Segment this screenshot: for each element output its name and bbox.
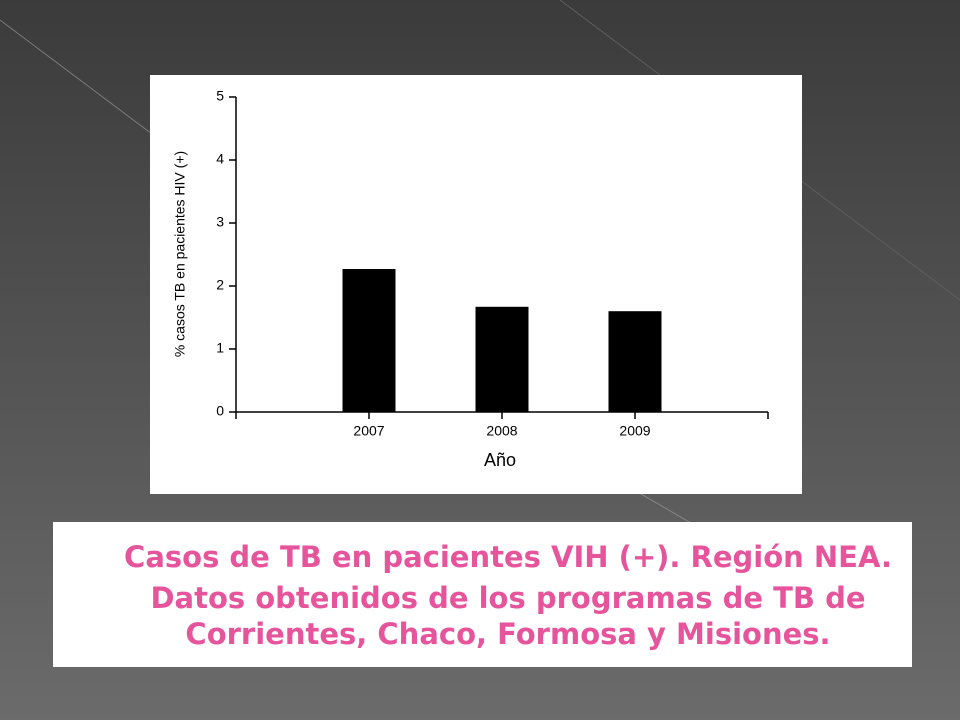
x-tick-label: 2009 xyxy=(619,423,650,439)
chart-panel xyxy=(150,75,802,494)
x-tick-label: 2007 xyxy=(353,423,384,439)
y-tick-label: 3 xyxy=(216,214,224,230)
y-tick-label: 2 xyxy=(216,277,224,293)
y-tick-label: 5 xyxy=(216,88,224,104)
y-tick-label: 0 xyxy=(216,403,224,419)
y-tick-label: 4 xyxy=(216,151,224,167)
caption-line: Corrientes, Chaco, Formosa y Misiones. xyxy=(185,617,830,651)
bar xyxy=(475,306,529,412)
x-tick-label: 2008 xyxy=(486,423,517,439)
bar xyxy=(608,311,662,412)
y-axis-label: % casos TB en pacientes HIV (+) xyxy=(172,151,188,357)
y-tick-label: 1 xyxy=(216,340,224,356)
x-axis-label: Año xyxy=(484,450,516,470)
caption-line: Casos de TB en pacientes VIH (+). Región… xyxy=(124,540,892,574)
chart: % casos TB en pacientes HIV (+) Año 0 1 2 3… xyxy=(172,88,769,470)
caption-box xyxy=(53,522,912,667)
caption-line: Datos obtenidos de los programas de TB d… xyxy=(150,581,865,615)
bar xyxy=(342,268,396,412)
